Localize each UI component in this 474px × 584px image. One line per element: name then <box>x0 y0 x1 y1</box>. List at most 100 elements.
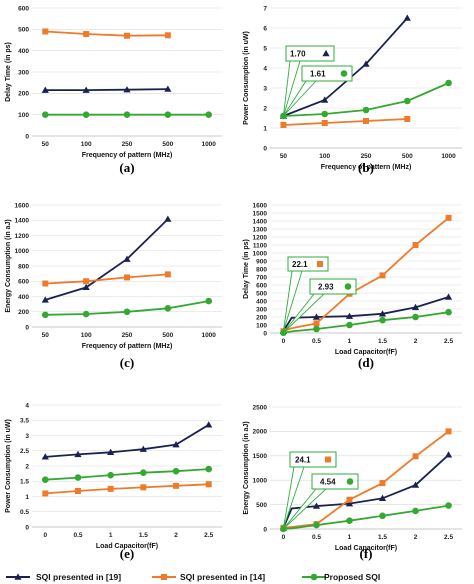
data-point-sqi19 <box>164 215 172 222</box>
data-point-sqi14 <box>173 482 180 489</box>
x-tick-label: 1000 <box>201 332 216 339</box>
callout-marker <box>322 49 330 57</box>
y-tick-label: 1100 <box>253 242 267 249</box>
x-axis-title: Frequency of pattern (MHz) <box>82 152 173 159</box>
x-tick-label: 500 <box>402 153 413 160</box>
y-tick-label: 4 <box>263 65 267 72</box>
callout-marker <box>346 478 354 485</box>
x-tick-label: 2 <box>174 532 178 539</box>
series-proposed <box>42 465 212 484</box>
data-point-sqi14 <box>42 28 49 35</box>
y-tick-label: 0.5 <box>20 509 29 516</box>
data-point-proposed <box>172 467 180 475</box>
data-point-sqi14 <box>412 242 419 248</box>
series-sqi14 <box>42 271 171 287</box>
data-point-proposed <box>412 507 419 515</box>
y-tick-label: 600 <box>256 282 267 289</box>
data-point-proposed <box>379 316 386 324</box>
data-point-sqi14 <box>124 32 130 39</box>
y-tick-label: 7 <box>263 5 267 12</box>
x-tick-label: 50 <box>280 153 288 160</box>
series-line-sqi19 <box>45 88 168 91</box>
y-tick-label: 600 <box>18 5 29 12</box>
x-axis-title: Load Capacitor(fF) <box>335 349 397 356</box>
data-point-proposed <box>346 321 353 329</box>
series-line-proposed <box>45 468 209 481</box>
data-point-proposed <box>346 517 353 525</box>
callout-value: 22.1 <box>292 260 308 269</box>
y-axis-title: Power Consumption (in uW) <box>243 31 250 125</box>
x-axis-title: Frequency of pattern (MHz) <box>82 343 173 350</box>
series-sqi14 <box>42 481 212 497</box>
legend-item-proposed: Proposed SQI <box>302 572 380 582</box>
data-point-sqi14 <box>379 272 386 279</box>
y-tick-label: 600 <box>18 279 29 286</box>
series-line-sqi14 <box>283 430 450 529</box>
y-tick-label: 300 <box>18 69 29 76</box>
x-tick-label: 250 <box>122 141 133 148</box>
y-tick-label: 1000 <box>15 248 30 255</box>
y-tick-label: 700 <box>256 274 267 281</box>
data-point-sqi14 <box>42 490 49 497</box>
series-line-sqi14 <box>45 30 168 37</box>
x-tick-label: 1.5 <box>378 338 387 345</box>
x-tick-label: 1000 <box>201 141 216 148</box>
data-point-proposed <box>205 297 212 305</box>
series-proposed <box>42 297 212 319</box>
callout: 4.54 <box>283 473 359 530</box>
series-proposed <box>280 502 452 533</box>
chart-panel-e: 0 0.5 1 1.5 2 2.5 3 3.5 4 0 0.5 1 1.5 2 2.5 Load Capaci… <box>5 402 222 561</box>
y-axis-title: Energy Consumption (in aJ) <box>243 421 250 514</box>
x-tick-label: 100 <box>81 332 92 339</box>
x-axis-title: Load Capacitor(fF) <box>335 545 397 552</box>
data-point-sqi19 <box>82 283 90 291</box>
y-tick-label: 1000 <box>253 478 268 485</box>
data-point-proposed <box>445 79 452 87</box>
y-tick-label: 2 <box>263 105 267 112</box>
callout-box <box>287 256 329 272</box>
series-sqi14 <box>280 116 411 128</box>
data-point-sqi19 <box>444 451 453 458</box>
callout-value: 2.93 <box>318 283 334 292</box>
y-tick-label: 2500 <box>253 404 268 411</box>
data-point-sqi14 <box>321 120 328 126</box>
x-axis-title: Load Capacitor(fF) <box>96 543 158 550</box>
panel-label: (a) <box>119 160 134 175</box>
data-point-sqi14 <box>107 485 114 492</box>
y-tick-label: 4 <box>25 402 29 409</box>
legend-item-sqi19: SQI presented in [19] <box>6 572 121 582</box>
series-line-sqi14 <box>45 483 209 495</box>
callout-value: 1.61 <box>310 70 326 79</box>
chart-panel-b: 0 1 2 3 4 5 6 7 50 100 250 500 1000 Frequency of patt… <box>243 5 462 175</box>
data-point-proposed <box>123 111 131 118</box>
data-point-sqi14 <box>412 453 419 460</box>
y-axis-title: Energy Consumption (in aJ) <box>5 219 12 312</box>
data-point-sqi19 <box>378 494 387 501</box>
series-sqi14 <box>42 28 171 39</box>
data-point-proposed <box>74 474 82 481</box>
y-axis-title: Delay Time (in ps) <box>5 42 12 102</box>
data-point-sqi14 <box>74 488 81 495</box>
data-point-sqi19 <box>123 255 131 262</box>
y-tick-label: 1500 <box>253 453 268 460</box>
data-point-proposed <box>164 111 172 118</box>
y-tick-label: 300 <box>256 306 267 313</box>
series-proposed <box>42 111 212 118</box>
data-point-proposed <box>321 110 329 118</box>
data-point-proposed <box>82 310 90 318</box>
callout-box <box>289 451 337 468</box>
series-sqi19 <box>41 421 213 460</box>
data-point-proposed <box>107 471 114 479</box>
callout-box <box>301 65 353 82</box>
data-point-proposed <box>205 465 212 473</box>
callout-marker <box>344 283 352 290</box>
callout-value: 1.70 <box>290 50 306 59</box>
y-tick-label: 0 <box>25 133 29 140</box>
y-tick-label: 500 <box>256 502 267 509</box>
data-point-proposed <box>42 311 49 319</box>
y-tick-label: 0 <box>25 324 29 331</box>
data-point-proposed <box>362 106 370 114</box>
callout: 22.1 <box>282 256 329 332</box>
